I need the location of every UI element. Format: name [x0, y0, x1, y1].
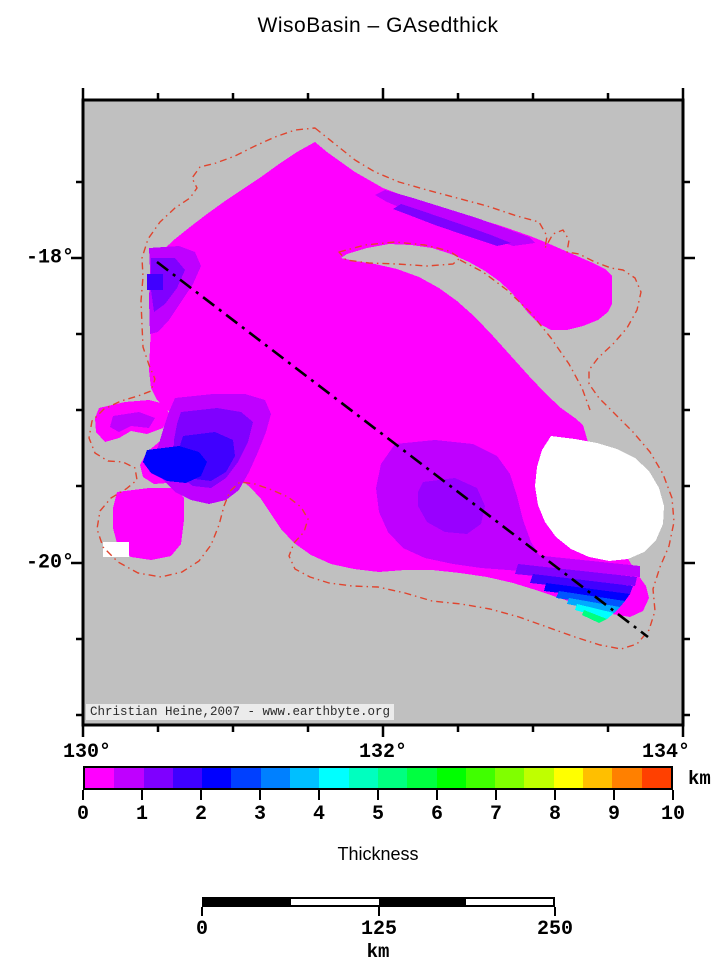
colorbar-tick	[377, 790, 379, 800]
colorbar-segment	[172, 768, 203, 788]
colorbar-segment	[524, 768, 554, 788]
colorbar-segment	[231, 768, 261, 788]
scale-bar-segment	[465, 899, 553, 905]
se-strip-2	[515, 564, 637, 586]
axis-label-x: 130°	[62, 741, 112, 764]
colorbar-segment	[612, 768, 642, 788]
axis-label-x: 132°	[358, 741, 408, 764]
northeast-band-light-purple	[375, 190, 535, 246]
colorbar-segment	[553, 768, 584, 788]
colorbar-tick-label: 9	[607, 803, 621, 826]
colorbar-segment	[260, 768, 291, 788]
scale-bar-segment	[291, 899, 379, 905]
colorbar-tick	[554, 790, 556, 800]
scale-bar-segment	[204, 899, 292, 905]
se-strip-5	[556, 591, 625, 607]
colorbar-segment	[465, 768, 496, 788]
basin-fill-magenta	[140, 142, 649, 617]
scale-bar-tick	[378, 907, 380, 916]
scale-bar-tick	[201, 907, 203, 916]
axis-label-y: -18°	[25, 246, 74, 270]
west-edge-patch-blue	[147, 274, 163, 290]
colorbar-segment	[436, 768, 466, 788]
colorbar-tick	[318, 790, 320, 800]
inner-contour-loop	[338, 241, 461, 267]
colorbar-segment	[377, 768, 408, 788]
se-strip-8	[582, 610, 607, 623]
se-strip-3	[530, 574, 633, 594]
colorbar-segment	[495, 768, 525, 788]
colorbar-tick	[200, 790, 202, 800]
northeast-band-dark-purple	[393, 204, 511, 246]
colorbar-segment	[85, 768, 115, 788]
lobe-southwest-magenta	[113, 488, 184, 560]
colorbar-tick	[82, 790, 84, 800]
scale-bar-tick-label: 250	[536, 918, 574, 941]
page-title: WisoBasin – GAsedthick	[257, 14, 499, 37]
scale-bar-tick-label: 125	[360, 918, 398, 941]
west-edge-patch-dark	[151, 258, 185, 312]
colorbar-tick	[495, 790, 497, 800]
colorbar-tick-label: 10	[660, 803, 686, 826]
white-masked-area	[535, 436, 664, 561]
transect-line	[156, 260, 649, 639]
colorbar-segment	[319, 768, 349, 788]
attribution-label: Christian Heine,2007 - www.earthbyte.org	[86, 704, 395, 720]
map-scale-bar	[202, 897, 555, 907]
se-strip-1	[503, 552, 640, 577]
colorbar-segment	[143, 768, 173, 788]
central-purple-blob-inner	[418, 478, 485, 534]
scale-bar-segment	[378, 899, 466, 905]
scale-bar-tick	[554, 907, 556, 916]
colorbar-title: Thickness	[337, 844, 419, 864]
colorbar-tick-label: 0	[76, 803, 90, 826]
colorbar-tick	[259, 790, 261, 800]
white-cell-southwest	[103, 542, 129, 557]
colorbar-segment	[290, 768, 320, 788]
axis-label-x: 134°	[641, 741, 691, 764]
map-plot-area	[71, 88, 695, 737]
colorbar-tick	[141, 790, 143, 800]
inner-contour-tail	[459, 259, 591, 411]
colorbar-tick-label: 3	[253, 803, 267, 826]
scale-bar-tick-label: 0	[195, 918, 209, 941]
colorbar-tick	[436, 790, 438, 800]
colorbar-tick-label: 6	[430, 803, 444, 826]
scale-bar-unit-label: km	[366, 941, 390, 963]
colorbar-tick	[672, 790, 674, 800]
colorbar-tick	[613, 790, 615, 800]
colorbar-segment	[641, 768, 671, 788]
colorbar-unit-label: km	[688, 768, 711, 790]
axis-label-y: -20°	[25, 551, 74, 575]
colorbar-tick-label: 5	[371, 803, 385, 826]
colorbar-tick-label: 7	[489, 803, 503, 826]
junction-blue-core	[143, 446, 207, 483]
outer-contour	[88, 127, 675, 650]
basin-map	[71, 88, 695, 737]
colorbar-tick-label: 4	[312, 803, 326, 826]
colorbar-segment	[202, 768, 232, 788]
colorbar-tick-label: 2	[194, 803, 208, 826]
colorbar-tick-label: 8	[548, 803, 562, 826]
colorbar-segment	[114, 768, 144, 788]
colorbar-segment	[583, 768, 613, 788]
colorbar-segment	[348, 768, 378, 788]
se-strip-7	[575, 604, 614, 619]
colorbar-segment	[407, 768, 437, 788]
lobe-west-purple	[110, 412, 155, 432]
se-strip-6	[567, 598, 620, 613]
colorbar-tick-label: 1	[135, 803, 149, 826]
colorbar	[83, 766, 673, 790]
